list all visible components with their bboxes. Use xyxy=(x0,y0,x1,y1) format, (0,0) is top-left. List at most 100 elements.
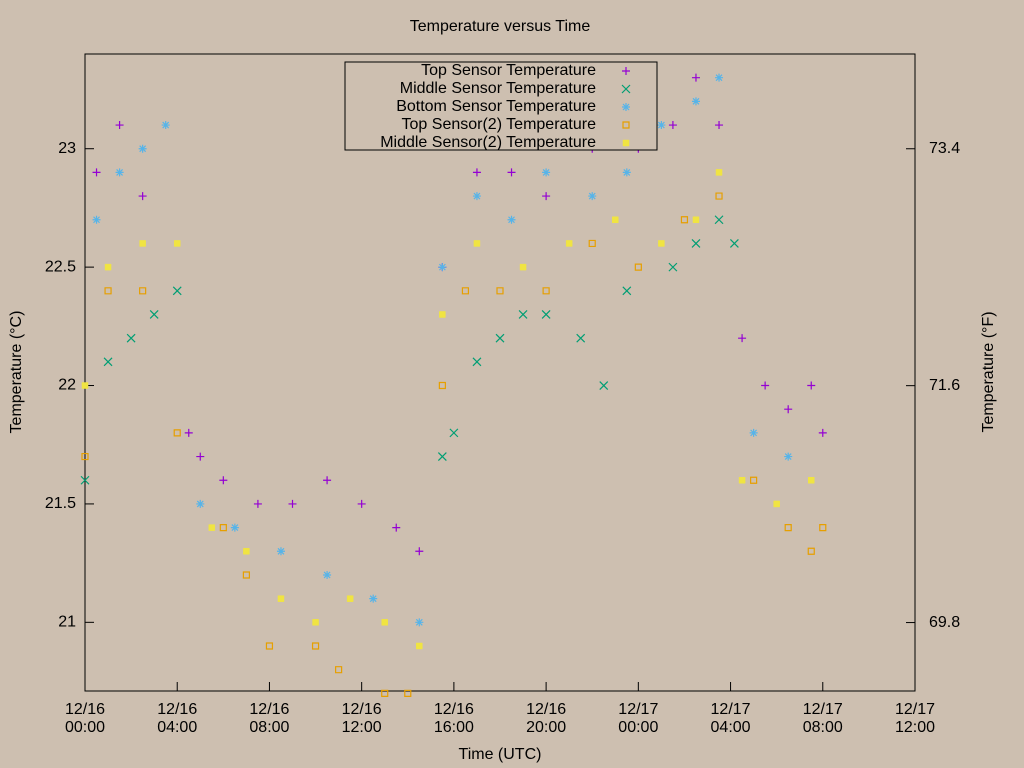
data-point xyxy=(807,547,815,555)
data-point xyxy=(668,262,678,272)
data-point xyxy=(634,263,642,271)
data-point xyxy=(138,144,147,153)
data-point xyxy=(715,169,723,176)
data-point xyxy=(472,357,482,367)
data-point xyxy=(518,310,528,319)
data-point xyxy=(738,476,746,484)
data-point xyxy=(807,381,816,390)
legend-label: Middle Sensor(2) Temperature xyxy=(380,134,596,151)
data-point xyxy=(415,547,424,556)
data-point xyxy=(323,570,332,579)
data-point xyxy=(495,333,505,343)
data-point xyxy=(773,500,780,508)
data-point xyxy=(438,381,446,390)
data-point xyxy=(496,287,504,295)
x-tick-label: 12/17 00:00 xyxy=(618,701,659,736)
data-point xyxy=(381,689,389,697)
data-point xyxy=(416,642,423,650)
data-point xyxy=(312,619,319,626)
data-point xyxy=(599,381,609,390)
legend-marker xyxy=(622,121,630,129)
data-point xyxy=(277,595,285,602)
data-point xyxy=(668,121,677,130)
data-point xyxy=(196,499,205,508)
data-point xyxy=(253,499,262,508)
data-point xyxy=(243,548,250,555)
x-tick-label: 12/16 08:00 xyxy=(249,701,290,736)
x-tick-label: 12/17 04:00 xyxy=(710,701,751,736)
data-point xyxy=(808,476,815,484)
data-point xyxy=(738,334,747,343)
y-tick-label: 22 xyxy=(58,377,76,394)
data-point xyxy=(81,452,89,461)
data-point xyxy=(381,619,388,626)
data-point xyxy=(612,216,619,224)
y-tick-label: 21 xyxy=(58,614,76,631)
data-point xyxy=(184,428,193,437)
data-point xyxy=(472,168,481,177)
data-point xyxy=(173,240,181,247)
x-tick-label: 12/16 00:00 xyxy=(64,701,106,736)
data-point xyxy=(691,97,700,106)
y-tick-label: 21.5 xyxy=(45,495,76,512)
data-point xyxy=(657,121,666,130)
y-axis-label: Temperature (°C) xyxy=(8,311,25,434)
data-point xyxy=(242,571,250,579)
data-point xyxy=(576,333,586,343)
data-point xyxy=(541,310,551,319)
y-tick-label: 22.5 xyxy=(45,258,76,275)
data-point xyxy=(542,287,550,295)
data-point xyxy=(622,286,632,296)
data-point xyxy=(415,618,424,627)
x-tick-label: 12/16 12:00 xyxy=(341,701,382,736)
data-point xyxy=(542,168,551,177)
data-point xyxy=(392,523,401,532)
data-point xyxy=(265,642,274,650)
data-point xyxy=(729,239,739,248)
data-point xyxy=(404,689,412,697)
data-point xyxy=(92,168,101,177)
data-point xyxy=(149,310,159,319)
data-point xyxy=(323,476,332,485)
legend-marker xyxy=(622,139,630,147)
data-point xyxy=(461,287,470,295)
data-point xyxy=(680,216,689,224)
legend-marker xyxy=(622,103,630,111)
data-point xyxy=(138,192,147,201)
data-point xyxy=(104,287,112,295)
data-point xyxy=(288,499,297,508)
y2-axis-label: Temperature (°F) xyxy=(980,311,997,432)
data-point xyxy=(346,595,354,602)
data-point xyxy=(818,428,827,437)
data-point xyxy=(565,240,573,247)
data-point xyxy=(472,192,481,201)
legend-label: Bottom Sensor Temperature xyxy=(396,98,596,115)
data-point xyxy=(691,239,701,248)
data-point xyxy=(761,381,770,390)
data-point xyxy=(357,499,366,508)
data-point xyxy=(784,452,793,461)
x-tick-label: 12/16 20:00 xyxy=(526,701,567,736)
data-point xyxy=(692,216,700,224)
data-point xyxy=(658,240,665,247)
data-point xyxy=(92,215,101,224)
data-point xyxy=(311,642,320,650)
x-tick-label: 12/17 12:00 xyxy=(894,701,936,736)
y2-tick-label: 71.6 xyxy=(929,377,960,394)
data-point xyxy=(161,121,170,130)
data-point xyxy=(196,452,205,461)
y-tick-label: 23 xyxy=(58,140,76,157)
data-point xyxy=(103,357,113,367)
legend-marker xyxy=(621,84,631,94)
x-tick-label: 12/17 08:00 xyxy=(802,701,843,736)
data-point xyxy=(715,192,723,200)
data-point xyxy=(230,523,239,532)
data-point xyxy=(588,239,596,248)
data-point xyxy=(749,428,758,437)
plot-frame xyxy=(84,53,916,692)
legend-label: Middle Sensor Temperature xyxy=(400,80,596,97)
data-point xyxy=(104,263,112,271)
data-point xyxy=(784,524,792,532)
